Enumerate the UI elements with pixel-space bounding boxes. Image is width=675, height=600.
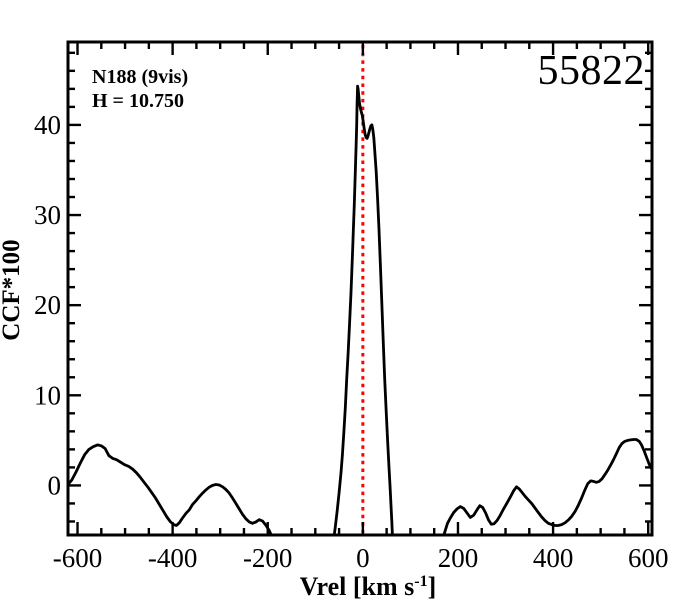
x-tick-label: 400 bbox=[533, 543, 574, 573]
star-id-label: 55822 bbox=[537, 48, 645, 94]
x-tick-label: 0 bbox=[356, 543, 370, 573]
x-tick-label: 200 bbox=[438, 543, 479, 573]
y-axis-title: CCF*100 bbox=[0, 239, 25, 341]
y-tick-label: 30 bbox=[34, 200, 61, 230]
plot-frame bbox=[66, 40, 654, 537]
axis-ticks bbox=[68, 42, 652, 535]
y-tick-label: 10 bbox=[34, 380, 61, 410]
y-tick-label: 0 bbox=[48, 470, 62, 500]
tick-labels: -600 -400 -200 0 200 400 600 0 10 20 30 40 bbox=[34, 110, 668, 573]
x-axis-title: Vrel [km s-1] bbox=[238, 568, 498, 600]
y-tick-label: 20 bbox=[34, 290, 61, 320]
ccf-curve bbox=[68, 84, 652, 535]
x-axis-title-sup: -1 bbox=[414, 573, 428, 590]
x-tick-label: 600 bbox=[628, 543, 669, 573]
x-tick-label: -400 bbox=[148, 543, 198, 573]
annotation-block: N188 (9vis) H = 10.750 bbox=[92, 65, 188, 113]
annotation-magnitude: H = 10.750 bbox=[92, 90, 184, 112]
annotation-cluster: N188 (9vis) bbox=[92, 66, 189, 88]
x-axis-title-text: Vrel [km s bbox=[299, 571, 415, 600]
x-tick-label: -600 bbox=[53, 543, 103, 573]
y-tick-label: 40 bbox=[34, 110, 61, 140]
x-axis-title-suffix: ] bbox=[427, 571, 437, 600]
x-tick-label: -200 bbox=[243, 543, 293, 573]
